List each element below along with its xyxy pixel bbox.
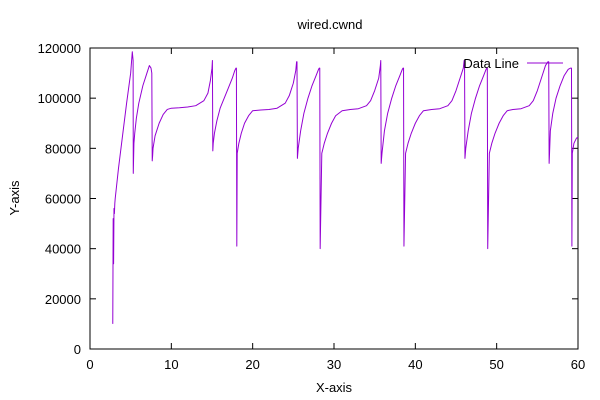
- legend: Data Line: [463, 56, 563, 71]
- y-tick-label: 20000: [45, 292, 81, 307]
- y-tick-label: 80000: [45, 141, 81, 156]
- y-tick-label: 0: [74, 342, 81, 357]
- series-line: [112, 51, 579, 324]
- x-axis-label: X-axis: [316, 380, 353, 395]
- y-tick-label: 40000: [45, 242, 81, 257]
- x-tick-label: 40: [408, 357, 422, 372]
- x-tick-label: 60: [571, 357, 585, 372]
- y-tick-label: 120000: [38, 41, 81, 56]
- x-tick-label: 20: [245, 357, 259, 372]
- x-tick-label: 0: [86, 357, 93, 372]
- chart-title: wired.cwnd: [296, 17, 362, 32]
- legend-label: Data Line: [463, 56, 519, 71]
- x-tick-label: 10: [164, 357, 178, 372]
- y-tick-label: 100000: [38, 91, 81, 106]
- y-axis-label: Y-axis: [7, 180, 22, 215]
- plot-frame: [89, 47, 579, 350]
- x-tick-label: 50: [489, 357, 503, 372]
- y-axis-ticks: 0 20000 40000 60000 80000 100000 120000: [38, 41, 578, 357]
- series-layer: [112, 51, 579, 324]
- x-axis-ticks: 0 10 20 30 40 50 60: [86, 48, 585, 372]
- y-tick-label: 60000: [45, 192, 81, 207]
- x-tick-label: 30: [327, 357, 341, 372]
